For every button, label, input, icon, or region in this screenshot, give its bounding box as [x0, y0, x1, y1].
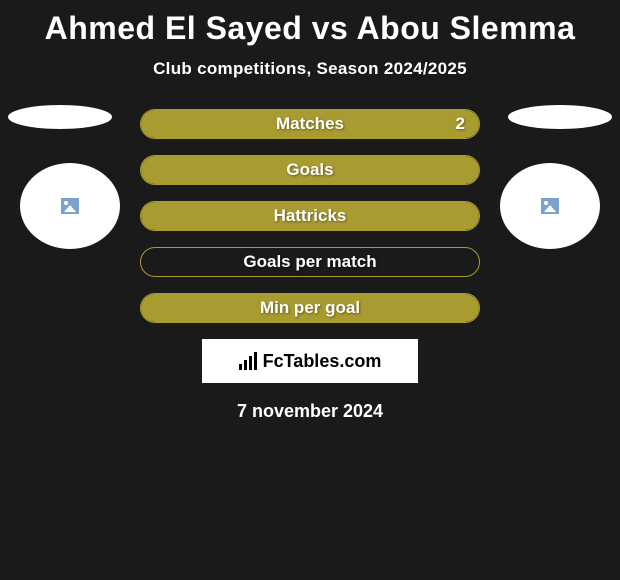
- fctables-logo: FcTables.com: [202, 339, 418, 383]
- stat-rows: Matches 2 Goals Hattricks Goals per match Min…: [140, 109, 480, 323]
- stat-label: Matches: [276, 114, 344, 134]
- stat-row: Hattricks: [140, 201, 480, 231]
- stat-label: Goals: [286, 160, 333, 180]
- player-right-ellipse: [508, 105, 612, 129]
- comparison-title: Ahmed El Sayed vs Abou Slemma: [0, 0, 620, 47]
- stat-row: Min per goal: [140, 293, 480, 323]
- player-right-avatar: [500, 163, 600, 249]
- stat-label: Min per goal: [260, 298, 360, 318]
- date-label: 7 november 2024: [0, 401, 620, 422]
- placeholder-image-icon: [541, 198, 559, 214]
- stat-row: Goals: [140, 155, 480, 185]
- stat-label: Hattricks: [274, 206, 347, 226]
- player-left-avatar: [20, 163, 120, 249]
- logo-text: FcTables.com: [263, 351, 382, 372]
- comparison-subtitle: Club competitions, Season 2024/2025: [0, 59, 620, 79]
- stat-value-right: 2: [456, 114, 465, 134]
- stat-label: Goals per match: [243, 252, 376, 272]
- logo-bars-icon: [239, 352, 257, 370]
- stat-row: Goals per match: [140, 247, 480, 277]
- stat-row: Matches 2: [140, 109, 480, 139]
- player-left-ellipse: [8, 105, 112, 129]
- stats-container: Matches 2 Goals Hattricks Goals per match Min…: [0, 109, 620, 323]
- placeholder-image-icon: [61, 198, 79, 214]
